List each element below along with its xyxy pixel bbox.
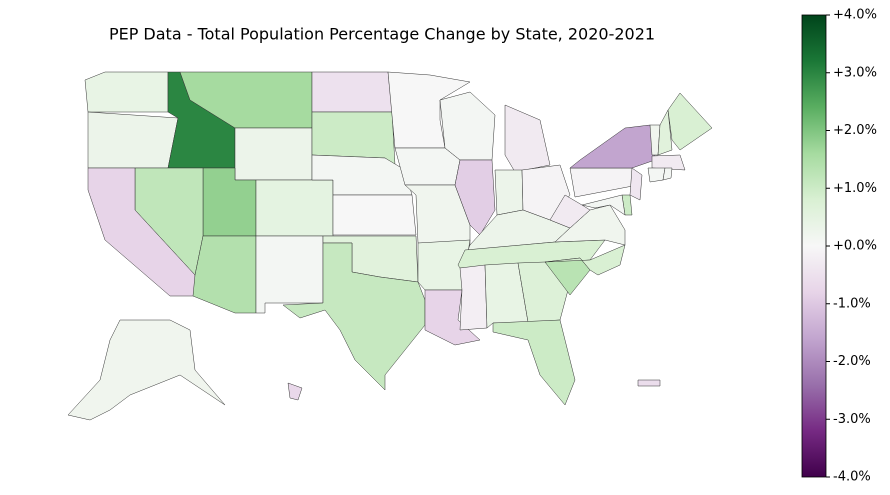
state — [332, 194, 417, 236]
state — [629, 167, 643, 201]
state — [84, 71, 169, 113]
chart-title: PEP Data - Total Population Percentage C… — [109, 25, 655, 44]
state — [667, 92, 713, 151]
colorbar-tick-label: +1.0% — [833, 181, 877, 196]
state — [287, 382, 303, 401]
colorbar-tick-label: +0.0% — [833, 239, 877, 254]
colorbar — [801, 14, 827, 478]
colorbar-tick-label: -2.0% — [833, 354, 871, 369]
state — [255, 235, 324, 314]
state — [657, 109, 673, 156]
state — [647, 167, 666, 183]
colorbar-tick-label: -4.0% — [833, 470, 871, 485]
state — [87, 111, 179, 169]
state — [549, 194, 591, 229]
colorbar-tick-label: +2.0% — [833, 123, 877, 138]
state — [255, 179, 334, 237]
states — [67, 71, 713, 421]
state — [192, 235, 257, 314]
state — [311, 71, 393, 113]
state — [569, 167, 639, 198]
state — [517, 261, 569, 323]
colorbar-tick-label: +3.0% — [833, 65, 877, 80]
state — [67, 319, 226, 421]
state — [494, 169, 524, 216]
colorbar-tick-label: +4.0% — [833, 8, 877, 23]
state — [569, 124, 656, 169]
state — [394, 147, 461, 186]
state — [439, 91, 496, 161]
state — [282, 242, 426, 391]
state — [637, 379, 661, 387]
state — [581, 194, 626, 216]
state — [234, 127, 313, 181]
colorbar-tick-label: -3.0% — [833, 412, 871, 427]
state — [651, 154, 686, 171]
state — [459, 264, 488, 331]
state — [492, 319, 576, 406]
state — [504, 104, 551, 173]
state — [662, 167, 673, 181]
colorbar-tick-label: -1.0% — [833, 296, 871, 311]
state — [544, 244, 626, 276]
